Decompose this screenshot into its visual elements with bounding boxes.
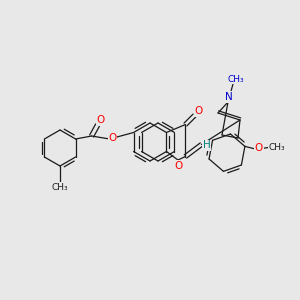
Text: CH₃: CH₃ bbox=[228, 74, 244, 83]
Text: O: O bbox=[97, 115, 105, 125]
Text: CH₃: CH₃ bbox=[268, 143, 285, 152]
Text: O: O bbox=[109, 133, 117, 143]
Text: H: H bbox=[202, 140, 210, 151]
Text: O: O bbox=[255, 143, 263, 153]
Text: O: O bbox=[175, 161, 183, 171]
Text: O: O bbox=[194, 106, 202, 116]
Text: N: N bbox=[225, 92, 233, 102]
Text: CH₃: CH₃ bbox=[52, 182, 68, 191]
